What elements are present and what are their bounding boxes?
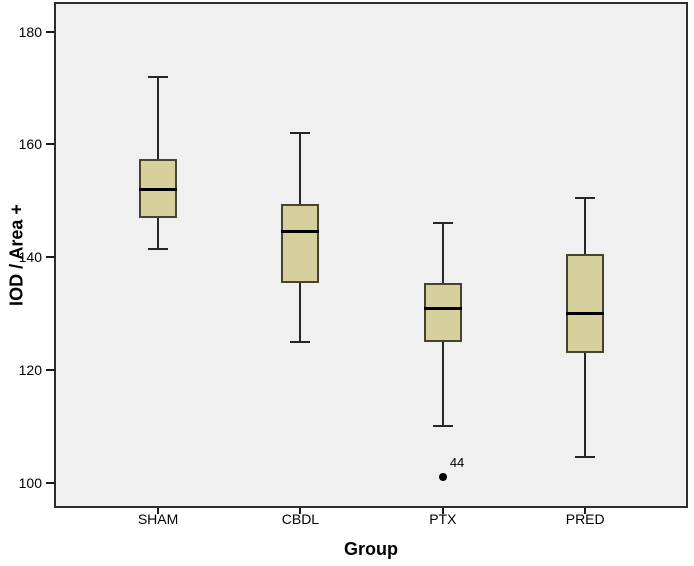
- whisker-cap-bottom-sham: [148, 247, 169, 250]
- x-tick-mark: [441, 508, 444, 514]
- whisker-cap-bottom-cbdl: [290, 340, 311, 343]
- outlier-dot-ptx: [438, 473, 447, 482]
- x-category-label: PRED: [565, 511, 605, 527]
- x-category-label: CBDL: [281, 511, 320, 527]
- median-pred: [566, 312, 605, 316]
- y-tick-label: 100: [18, 474, 42, 491]
- whisker-cap-bottom-ptx: [432, 425, 453, 428]
- whisker-cap-top-cbdl: [290, 132, 311, 135]
- y-tick-mark: [46, 30, 55, 33]
- median-cbdl: [281, 230, 320, 234]
- y-tick-label: 140: [18, 249, 42, 266]
- whisker-cap-top-ptx: [432, 222, 453, 225]
- whisker-cap-top-sham: [148, 75, 169, 78]
- box-ptx: [423, 282, 462, 342]
- outlier-label-ptx: 44: [449, 455, 465, 471]
- box-cbdl: [281, 203, 320, 283]
- whisker-cap-top-pred: [575, 197, 596, 200]
- y-tick-mark: [46, 143, 55, 146]
- x-tick-mark: [299, 508, 302, 514]
- median-ptx: [423, 306, 462, 310]
- median-sham: [139, 188, 178, 192]
- y-tick-mark: [46, 256, 55, 259]
- x-category-label: SHAM: [137, 511, 179, 527]
- x-tick-mark: [584, 508, 587, 514]
- box-pred: [566, 254, 605, 354]
- x-axis-title: Group: [344, 539, 398, 559]
- y-tick-label: 160: [18, 136, 42, 153]
- y-tick-label: 180: [18, 23, 42, 40]
- y-tick-mark: [46, 369, 55, 372]
- x-tick-mark: [157, 508, 160, 514]
- x-category-label: PTX: [429, 511, 457, 527]
- y-tick-label: 120: [18, 362, 42, 379]
- y-tick-mark: [46, 481, 55, 484]
- whisker-cap-bottom-pred: [575, 456, 596, 459]
- plot-area: 44: [54, 2, 688, 508]
